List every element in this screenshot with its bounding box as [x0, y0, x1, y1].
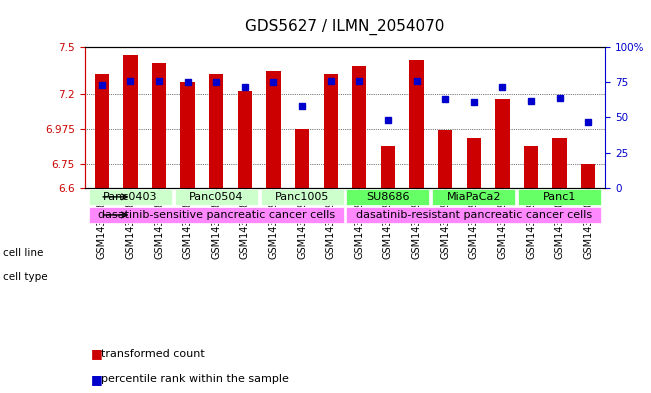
Bar: [553, 138, 567, 188]
Text: SU8686: SU8686: [367, 192, 409, 202]
Text: Panc1005: Panc1005: [275, 192, 329, 202]
Bar: [324, 74, 338, 188]
Bar: [438, 130, 452, 188]
Bar: [467, 138, 481, 188]
Bar: [352, 66, 367, 188]
FancyBboxPatch shape: [346, 207, 601, 223]
Text: dasatinib-sensitive pancreatic cancer cells: dasatinib-sensitive pancreatic cancer ce…: [98, 210, 335, 220]
Text: GDS5627 / ILMN_2054070: GDS5627 / ILMN_2054070: [245, 19, 445, 35]
FancyBboxPatch shape: [432, 189, 516, 205]
Text: Panc1: Panc1: [543, 192, 576, 202]
Bar: [381, 146, 395, 188]
FancyBboxPatch shape: [260, 189, 344, 205]
Bar: [495, 99, 510, 188]
Bar: [209, 74, 223, 188]
FancyBboxPatch shape: [518, 189, 601, 205]
Text: ■: ■: [91, 373, 103, 386]
Bar: [409, 60, 424, 188]
Bar: [123, 55, 137, 188]
Text: cell line: cell line: [3, 248, 44, 259]
Text: MiaPaCa2: MiaPaCa2: [447, 192, 501, 202]
FancyBboxPatch shape: [174, 189, 258, 205]
Text: percentile rank within the sample: percentile rank within the sample: [101, 374, 289, 384]
FancyBboxPatch shape: [346, 189, 430, 205]
FancyBboxPatch shape: [89, 189, 172, 205]
Text: cell type: cell type: [3, 272, 48, 282]
Bar: [581, 164, 596, 188]
Text: dasatinib-resistant pancreatic cancer cells: dasatinib-resistant pancreatic cancer ce…: [355, 210, 592, 220]
Bar: [266, 71, 281, 188]
FancyBboxPatch shape: [89, 207, 344, 223]
Bar: [238, 91, 252, 188]
Bar: [94, 74, 109, 188]
Text: ■: ■: [91, 347, 103, 360]
Bar: [180, 81, 195, 188]
Text: Panc0403: Panc0403: [103, 192, 158, 202]
Bar: [524, 146, 538, 188]
Bar: [295, 129, 309, 188]
Text: Panc0504: Panc0504: [189, 192, 243, 202]
Bar: [152, 63, 166, 188]
Text: transformed count: transformed count: [101, 349, 204, 359]
